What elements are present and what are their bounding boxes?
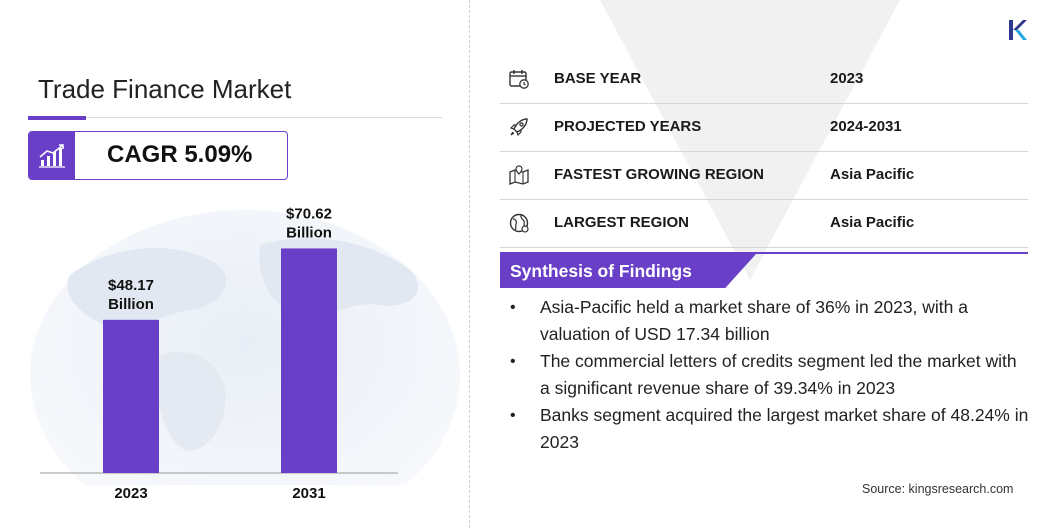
source-note: Source: kingsresearch.com [862,482,1014,496]
info-value: 2023 [830,70,864,87]
bar-2031 [281,248,337,473]
data-label-2031: Billion [286,224,332,241]
background-watermark [600,0,900,280]
info-row-fastest-growing-region: FASTEST GROWING REGION Asia Pacific [500,152,1028,200]
finding-item: Banks segment acquired the largest marke… [510,402,1030,456]
bar-2023 [103,319,159,473]
info-label: PROJECTED YEARS [554,118,702,135]
info-value: 2024-2031 [830,118,902,135]
growth-chart-icon [29,132,75,179]
synthesis-rule [500,252,1028,254]
info-row-projected-years: PROJECTED YEARS 2024-2031 [500,104,1028,152]
bar-chart: $48.17 Billion 2023 $70.62 Billion 2031 [40,205,398,502]
kings-research-logo [1009,20,1027,40]
rocket-icon [509,118,528,137]
data-label-2023: Billion [108,296,154,313]
cagr-value: CAGR 5.09% [107,141,253,168]
synthesis-heading-text: Synthesis of Findings [510,261,692,281]
info-label: BASE YEAR [554,70,642,87]
info-label: FASTEST GROWING REGION [554,166,765,183]
x-tick-label: 2031 [292,485,325,502]
globe-icon [509,213,529,233]
findings-list: Asia-Pacific held a market share of 36% … [510,294,1030,456]
finding-item: Asia-Pacific held a market share of 36% … [510,294,1030,348]
synthesis-heading: Synthesis of Findings [500,254,756,288]
cagr-badge: CAGR 5.09% [28,131,288,180]
finding-item: The commercial letters of credits segmen… [510,348,1030,402]
data-label-2031: $70.62 [286,205,332,222]
info-label: LARGEST REGION [554,214,690,231]
page-title: Trade Finance Market [38,74,292,104]
panel-divider [469,0,470,528]
info-row-largest-region: LARGEST REGION Asia Pacific [500,200,1028,248]
title-accent-bar [28,116,86,120]
x-tick-label: 2023 [114,485,147,502]
region-map-icon [509,165,529,185]
data-label-2023: $48.17 [108,277,154,294]
info-value: Asia Pacific [830,214,915,231]
info-value: Asia Pacific [830,166,915,183]
info-row-base-year: BASE YEAR 2023 [500,56,1028,104]
calendar-icon [509,70,529,89]
title-underline [28,117,442,118]
